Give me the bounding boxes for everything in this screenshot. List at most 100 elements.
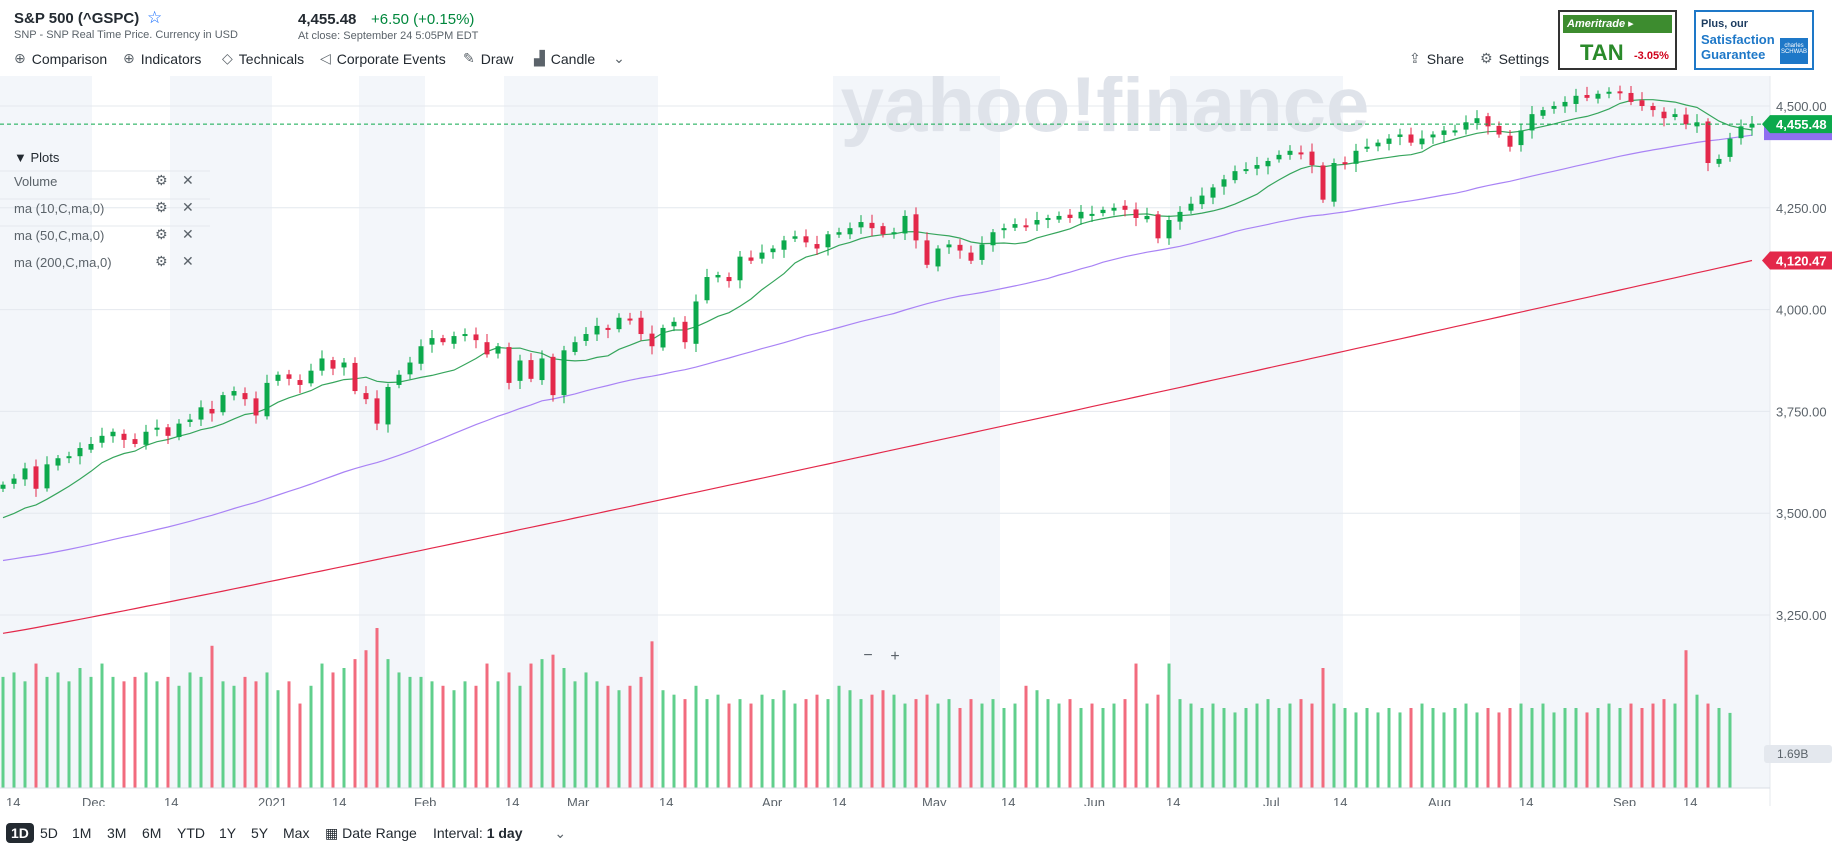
candle-body: [330, 360, 336, 369]
volume-bar: [518, 685, 522, 788]
range-5d[interactable]: 5D: [40, 825, 58, 841]
zoom-in-button[interactable]: +: [890, 648, 899, 665]
technicals-button[interactable]: ◇ Technicals: [222, 50, 304, 67]
date-range-button[interactable]: ▦ Date Range: [325, 825, 417, 841]
chart-type-dropdown[interactable]: ▟ Candle ⌄: [534, 50, 625, 67]
gear-icon[interactable]: ⚙: [155, 253, 168, 269]
yahoo-finance-watermark: yahoo!finance: [841, 76, 1370, 148]
gear-icon[interactable]: ⚙: [155, 172, 168, 188]
candle-body: [1155, 214, 1161, 239]
volume-bar: [144, 672, 148, 788]
volume-bar: [188, 672, 192, 788]
volume-bar: [1541, 703, 1545, 788]
share-button[interactable]: ⇪ Share: [1409, 50, 1464, 67]
candle-body: [286, 374, 292, 379]
zoom-out-button[interactable]: −: [863, 647, 872, 664]
range-6m[interactable]: 6M: [142, 825, 162, 841]
schwab-ad[interactable]: Plus, our Satisfaction Guarantee charles …: [1694, 10, 1814, 70]
volume-bar: [1222, 708, 1226, 788]
plots-toggle[interactable]: ▼ Plots: [14, 150, 60, 165]
volume-bar: [210, 645, 214, 788]
volume-bar: [1299, 699, 1303, 788]
candle-body: [1320, 165, 1326, 200]
candle-body: [44, 464, 50, 489]
candle-body: [1463, 122, 1469, 130]
volume-bar: [1255, 703, 1259, 788]
gear-icon[interactable]: ⚙: [155, 226, 168, 242]
volume-bar: [243, 676, 247, 788]
volume-bar: [12, 672, 16, 788]
candle-body: [1342, 162, 1348, 165]
volume-bar: [870, 694, 874, 788]
volume-bar: [56, 672, 60, 788]
gear-icon[interactable]: ⚙: [155, 199, 168, 215]
candle-body: [990, 232, 996, 246]
volume-bar: [1, 676, 5, 788]
volume-bar: [364, 650, 368, 788]
interval-dropdown[interactable]: Interval: 1 day ⌄: [433, 825, 567, 841]
y-tick-label: 4,000.00: [1776, 303, 1827, 318]
volume-bar: [441, 685, 445, 788]
volume-bar: [1321, 668, 1325, 788]
volume-bar: [1640, 708, 1644, 788]
close-icon[interactable]: ✕: [182, 253, 194, 269]
volume-bar: [265, 672, 269, 788]
candle-body: [1221, 179, 1227, 187]
volume-bar: [166, 676, 170, 788]
candle-body: [935, 248, 941, 267]
candle-body: [1452, 130, 1458, 133]
ameritrade-ad[interactable]: Ameritrade ▸ TAN -3.05%: [1558, 10, 1677, 70]
settings-button[interactable]: ⚙ Settings: [1480, 50, 1549, 67]
volume-bar: [628, 685, 632, 788]
candle-body: [1672, 114, 1678, 117]
range-1d[interactable]: 1D: [6, 823, 34, 843]
candle-body: [429, 338, 435, 345]
volume-bar: [947, 699, 951, 788]
range-5y[interactable]: 5Y: [251, 825, 269, 841]
zoom-controls: − +: [863, 647, 899, 665]
close-icon[interactable]: ✕: [182, 199, 194, 215]
candle-body: [66, 456, 72, 459]
indicators-button[interactable]: ⊕ Indicators: [123, 50, 201, 67]
y-tick-label: 3,750.00: [1776, 404, 1827, 419]
month-band: [359, 76, 425, 788]
volume-bar: [1376, 712, 1380, 788]
range-ytd[interactable]: YTD: [177, 825, 205, 841]
candle-body: [803, 236, 809, 243]
range-max[interactable]: Max: [283, 825, 310, 841]
candle-body: [275, 374, 281, 381]
volume-bar: [1233, 712, 1237, 788]
range-3m[interactable]: 3M: [107, 825, 127, 841]
volume-bar: [155, 681, 159, 788]
volume-bar: [1673, 703, 1677, 788]
volume-bar: [771, 699, 775, 788]
y-tick-label: 4,500.00: [1776, 99, 1827, 114]
volume-bar: [419, 676, 423, 788]
month-band: [1170, 76, 1343, 788]
watchlist-star-icon[interactable]: ☆: [147, 8, 163, 27]
candle-body: [836, 232, 842, 235]
volume-bar: [1431, 708, 1435, 788]
candle-body: [627, 318, 633, 321]
comparison-button[interactable]: ⊕ Comparison: [14, 50, 107, 67]
volume-bar: [782, 690, 786, 788]
close-icon[interactable]: ✕: [182, 226, 194, 242]
candle-body: [825, 234, 831, 248]
candle-body: [1507, 135, 1513, 147]
volume-bar: [34, 663, 38, 788]
range-1y[interactable]: 1Y: [219, 825, 237, 841]
candle-body: [759, 252, 765, 259]
volume-bar: [606, 685, 610, 788]
volume-bar: [177, 685, 181, 788]
close-icon[interactable]: ✕: [182, 172, 194, 188]
corporate-events-button[interactable]: ◁ Corporate Events: [320, 50, 446, 67]
volume-bar: [826, 699, 830, 788]
price-chart[interactable]: yahoo!finance 4,500.00 4,250.00 4,000.00 3,…: [0, 76, 1837, 806]
candle-body: [1144, 215, 1150, 220]
volume-bar: [89, 676, 93, 788]
volume-bar: [540, 659, 544, 788]
volume-bar: [584, 672, 588, 788]
draw-button[interactable]: ✎ Draw: [463, 50, 513, 67]
range-1m[interactable]: 1M: [72, 825, 92, 841]
volume-bar: [221, 681, 225, 788]
